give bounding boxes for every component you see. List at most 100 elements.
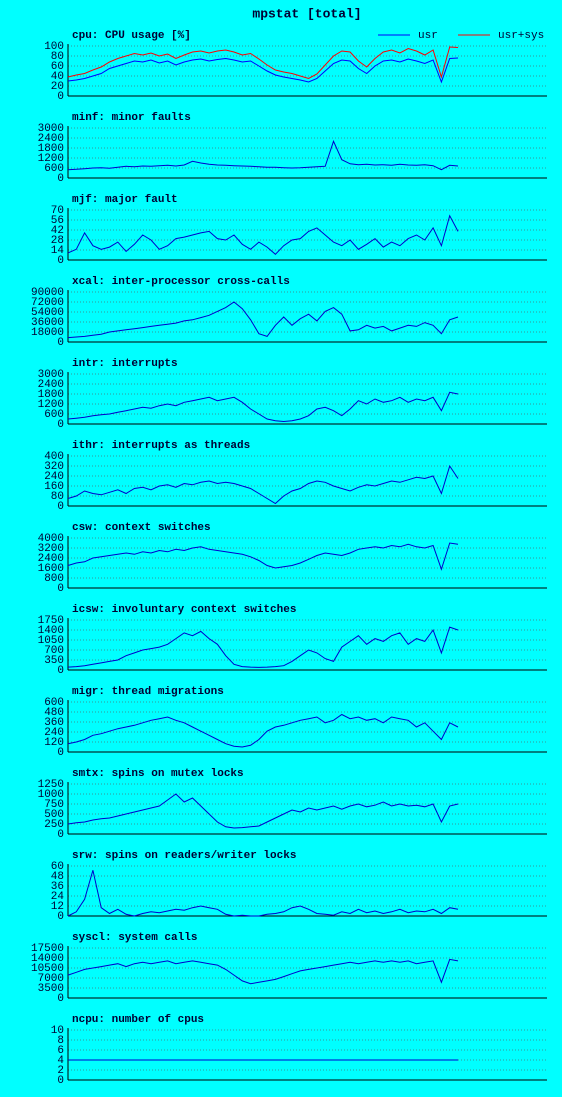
y-tick-label: 2400 <box>38 133 64 145</box>
y-tick-label: 360 <box>44 717 64 729</box>
data-line <box>67 57 459 84</box>
y-tick-label: 0 <box>57 501 64 513</box>
y-tick-label: 80 <box>51 51 64 63</box>
y-tick-label: 1050 <box>38 635 64 647</box>
y-tick-label: 320 <box>44 461 64 473</box>
data-line <box>67 958 459 985</box>
data-line <box>67 214 459 255</box>
panel-title: xcal: inter-processor cross-calls <box>72 276 290 288</box>
y-tick-label: 3200 <box>38 543 64 555</box>
data-line <box>67 46 459 80</box>
panel-title: smtx: spins on mutex locks <box>72 768 244 780</box>
y-tick-label: 240 <box>44 727 64 739</box>
y-tick-label: 350 <box>44 655 64 667</box>
y-tick-label: 0 <box>57 173 64 185</box>
y-tick-label: 3000 <box>38 123 64 135</box>
y-tick-label: 24 <box>51 891 65 903</box>
y-tick-label: 120 <box>44 737 64 749</box>
y-tick-label: 1800 <box>38 143 64 155</box>
y-tick-label: 1200 <box>38 153 64 165</box>
y-tick-label: 28 <box>51 235 64 247</box>
data-line <box>67 391 459 423</box>
y-tick-label: 0 <box>57 583 64 595</box>
y-tick-label: 56 <box>51 215 64 227</box>
y-tick-label: 6 <box>57 1045 64 1057</box>
y-tick-label: 3500 <box>38 983 64 995</box>
y-tick-label: 42 <box>51 225 64 237</box>
data-line <box>67 301 459 339</box>
panel-title: migr: thread migrations <box>72 686 224 698</box>
panel-title: intr: interrupts <box>72 358 178 370</box>
y-tick-label: 4 <box>57 1055 64 1067</box>
data-line <box>67 870 459 917</box>
y-tick-label: 2400 <box>38 379 64 391</box>
y-tick-label: 36000 <box>31 317 64 329</box>
panel-title: csw: context switches <box>72 522 211 534</box>
y-tick-label: 0 <box>57 911 64 923</box>
y-tick-label: 400 <box>44 451 64 463</box>
data-line <box>67 793 459 829</box>
y-tick-label: 800 <box>44 573 64 585</box>
y-tick-label: 0 <box>57 419 64 431</box>
y-tick-label: 0 <box>57 747 64 759</box>
y-tick-label: 72000 <box>31 297 64 309</box>
y-tick-label: 600 <box>44 697 64 709</box>
panel-title: ithr: interrupts as threads <box>72 440 250 452</box>
y-tick-label: 4000 <box>38 533 64 545</box>
y-tick-label: 1400 <box>38 625 64 637</box>
data-line <box>67 139 459 171</box>
y-tick-label: 40 <box>51 71 64 83</box>
y-tick-label: 600 <box>44 409 64 421</box>
data-line <box>67 626 459 668</box>
panel-title: syscl: system calls <box>72 932 197 944</box>
panel-title: minf: minor faults <box>72 112 191 124</box>
y-tick-label: 48 <box>51 871 64 883</box>
y-tick-label: 700 <box>44 645 64 657</box>
y-tick-label: 20 <box>51 81 64 93</box>
panel-title: mjf: major fault <box>72 194 178 206</box>
y-tick-label: 240 <box>44 471 64 483</box>
y-tick-label: 1000 <box>38 789 64 801</box>
y-tick-label: 2400 <box>38 553 64 565</box>
panel-title: srw: spins on readers/writer locks <box>72 850 296 862</box>
y-tick-label: 500 <box>44 809 64 821</box>
panel-title: ncpu: number of cpus <box>72 1014 204 1026</box>
y-tick-label: 17500 <box>31 943 64 955</box>
y-tick-label: 60 <box>51 61 64 73</box>
y-tick-label: 36 <box>51 881 64 893</box>
y-tick-label: 7000 <box>38 973 64 985</box>
y-tick-label: 8 <box>57 1035 64 1047</box>
y-tick-label: 480 <box>44 707 64 719</box>
y-tick-label: 10 <box>51 1025 64 1037</box>
y-tick-label: 250 <box>44 819 64 831</box>
y-tick-label: 18000 <box>31 327 64 339</box>
y-tick-label: 2 <box>57 1065 64 1077</box>
data-line <box>67 464 459 505</box>
y-tick-label: 14000 <box>31 953 64 965</box>
y-tick-label: 90000 <box>31 287 64 299</box>
y-tick-label: 0 <box>57 829 64 841</box>
y-tick-label: 14 <box>51 245 65 257</box>
y-tick-label: 70 <box>51 205 64 217</box>
y-tick-label: 60 <box>51 861 64 873</box>
y-tick-label: 0 <box>57 665 64 677</box>
y-tick-label: 750 <box>44 799 64 811</box>
y-tick-label: 1800 <box>38 389 64 401</box>
y-tick-label: 1750 <box>38 615 64 627</box>
legend-label: usr+sys <box>498 30 544 42</box>
y-tick-label: 1600 <box>38 563 64 575</box>
y-tick-label: 0 <box>57 91 64 103</box>
y-tick-label: 1200 <box>38 399 64 411</box>
y-tick-label: 80 <box>51 491 64 503</box>
y-tick-label: 0 <box>57 993 64 1005</box>
y-tick-label: 600 <box>44 163 64 175</box>
y-tick-label: 0 <box>57 1075 64 1087</box>
page-title: mpstat [total] <box>252 6 361 21</box>
legend-label: usr <box>418 30 438 42</box>
y-tick-label: 54000 <box>31 307 64 319</box>
y-tick-label: 10500 <box>31 963 64 975</box>
y-tick-label: 100 <box>44 41 64 53</box>
data-line <box>67 713 459 748</box>
y-tick-label: 0 <box>57 255 64 267</box>
